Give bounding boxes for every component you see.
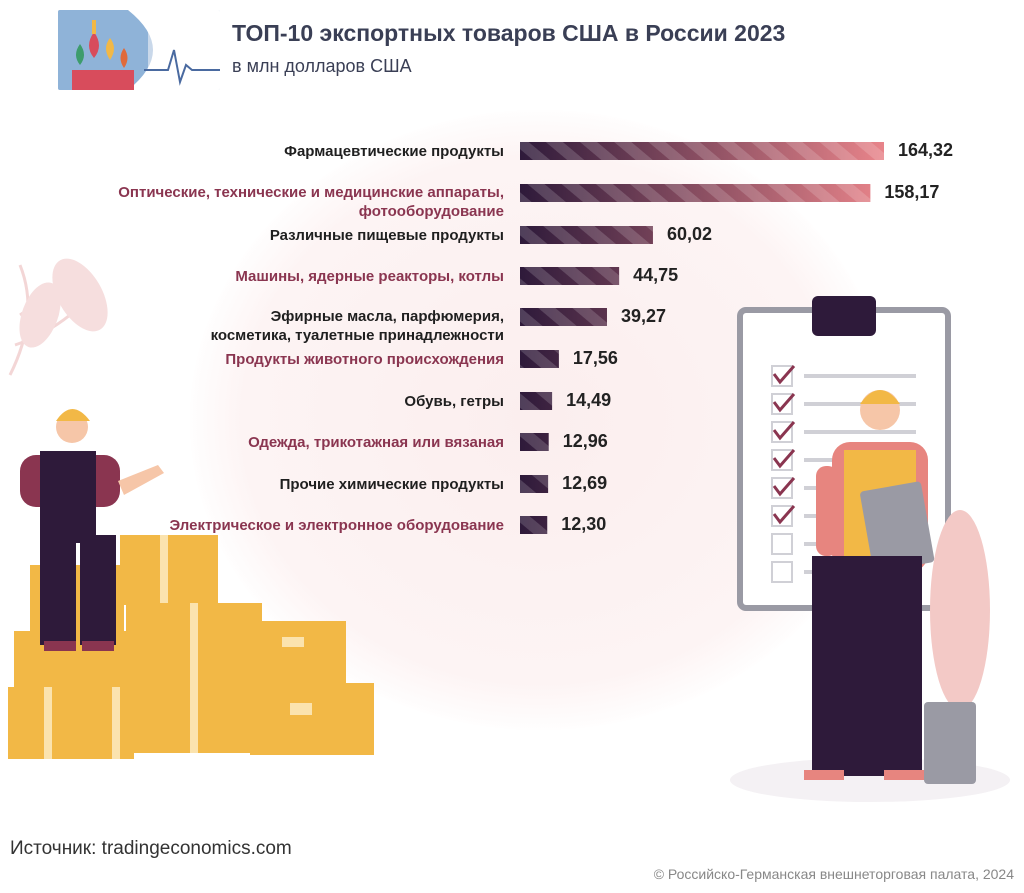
value-label: 12,69	[562, 473, 608, 493]
category-label: Продукты животного происхождения	[225, 350, 504, 368]
bar-stripes-1	[520, 142, 884, 160]
category-label: Обувь, гетры	[404, 392, 504, 410]
category-label: Одежда, трикотажная или вязаная	[248, 433, 504, 451]
bar-stripes-10	[520, 516, 548, 534]
worker-boxes-illustration	[8, 258, 374, 759]
category-label: Прочие химические продукты	[279, 475, 504, 493]
bar-stripes-8	[520, 433, 549, 451]
value-label: 12,96	[562, 431, 608, 451]
inspector-clipboard-illustration	[730, 296, 1010, 802]
bar-stripes-5	[520, 308, 607, 326]
copyright-note: © Российско-Германская внешнеторговая па…	[653, 866, 1014, 882]
value-label: 14,49	[566, 390, 612, 410]
cardboard-boxes	[8, 535, 374, 759]
value-label: 17,56	[572, 348, 618, 368]
bar-stripes-6	[520, 350, 559, 368]
value-label: 158,17	[884, 182, 940, 202]
bar-stripes-9	[520, 475, 549, 493]
chart-title: ТОП-10 экспортных товаров США в России 2…	[232, 20, 786, 46]
bar-stripes-2	[520, 184, 871, 202]
category-label: Электрическое и электронное оборудование	[169, 516, 504, 534]
plant-decoration	[924, 510, 990, 784]
category-label: Оптические, технические и медицинские ап…	[118, 184, 504, 220]
category-label: Эфирные масла, парфюмерия, косметика, ту…	[210, 308, 504, 344]
bar-stripes-4	[520, 267, 620, 285]
category-label: Фармацевтические продукты	[284, 142, 504, 160]
inspector-figure	[804, 390, 935, 780]
category-label: Различные пищевые продукты	[269, 226, 504, 244]
value-label: 44,75	[633, 265, 679, 285]
bar-stripes-7	[520, 392, 553, 410]
value-label: 39,27	[620, 306, 667, 326]
kremlin-logo	[58, 10, 220, 90]
value-label: 164,32	[898, 140, 954, 160]
value-label: 60,02	[666, 224, 712, 244]
worker-figure	[20, 409, 164, 651]
bar-stripes-3	[520, 226, 653, 244]
value-label: 12,30	[561, 514, 607, 534]
chart-subtitle: в млн долларов США	[232, 56, 412, 76]
category-label: Машины, ядерные реакторы, котлы	[235, 267, 504, 285]
source-note: Источник: tradingeconomics.com	[10, 838, 292, 859]
